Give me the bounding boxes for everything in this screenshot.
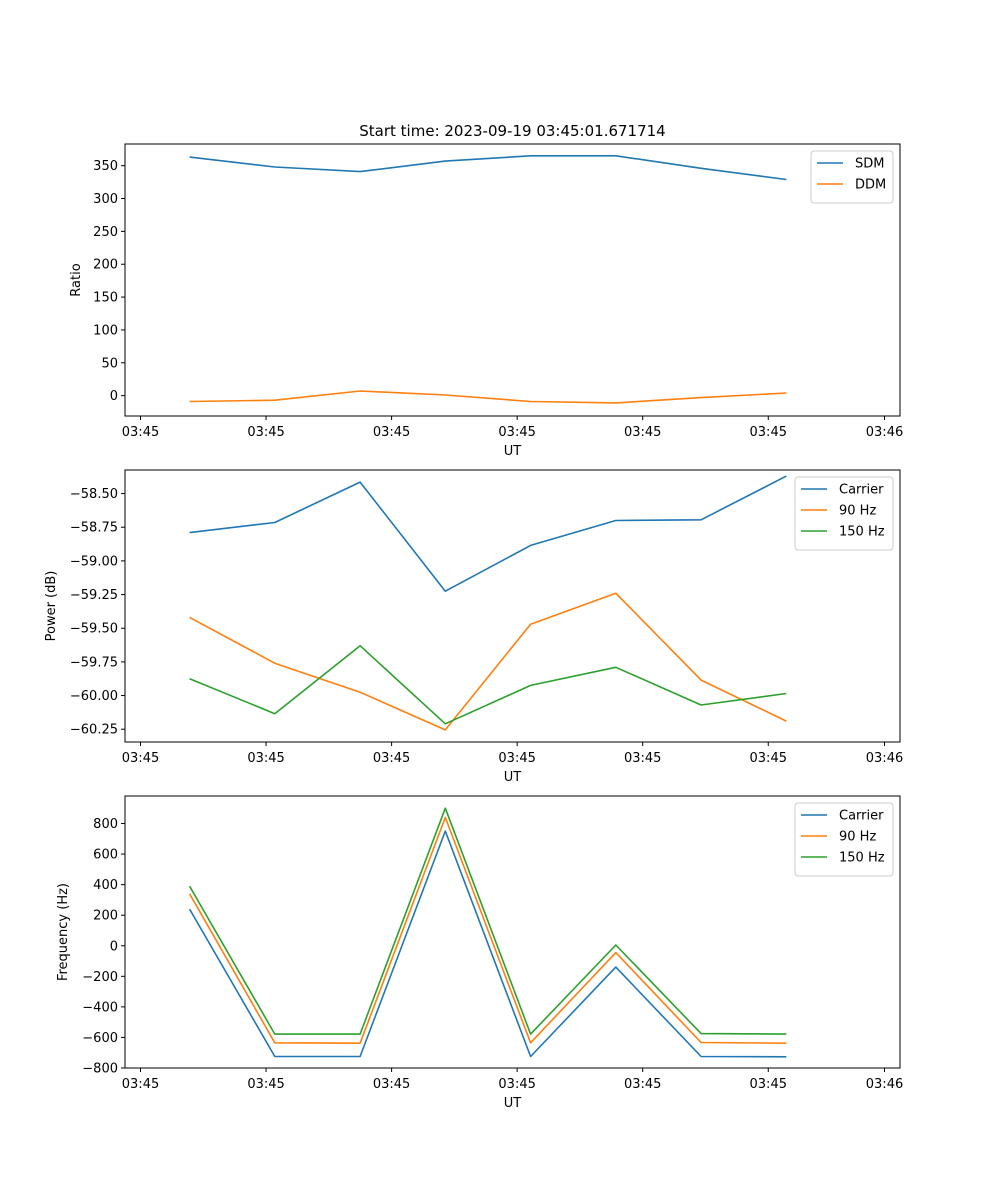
y-tick-label: 250 — [93, 225, 118, 240]
y-tick-label: 150 — [93, 291, 118, 306]
x-tick-label: 03:45 — [498, 425, 535, 440]
legend-label: Carrier — [839, 483, 884, 498]
legend-box — [810, 150, 894, 204]
legend-label: 150 Hz — [839, 851, 885, 866]
legend: SDM DDM — [810, 150, 894, 204]
legend: Carrier 90 Hz 150 Hz — [794, 476, 894, 551]
legend-label: 90 Hz — [839, 504, 876, 519]
x-tick-label: 03:45 — [498, 1077, 535, 1092]
x-tick-label: 03:45 — [247, 751, 284, 766]
legend-label: Carrier — [839, 809, 884, 824]
y-tick-label: 50 — [101, 356, 118, 371]
series-line-sdm — [189, 155, 787, 181]
y-tick-label: 300 — [93, 192, 118, 207]
plot-panel-3: 03:45 03:45 03:45 03:45 03:45 03:45 03:46 −800 −… — [56, 795, 903, 1111]
x-tick-label: 03:45 — [498, 751, 535, 766]
x-tick-label: 03:45 — [247, 425, 284, 440]
series-line-carrier — [188, 830, 787, 1058]
y-tick-label: −800 — [82, 1062, 118, 1077]
y-tick-label: −59.00 — [70, 554, 118, 569]
plot-panel-2: 03:45 03:45 03:45 03:45 03:45 03:45 03:46 −60.2… — [44, 469, 903, 785]
x-tick-label: 03:45 — [122, 751, 159, 766]
x-tick-label: 03:45 — [624, 1077, 661, 1092]
y-tick-label: −59.75 — [70, 655, 118, 670]
y-tick-label: 600 — [93, 848, 118, 863]
axes-frame — [124, 795, 901, 1069]
y-tick-label: −60.00 — [70, 689, 118, 704]
y-tick-label: −60.25 — [70, 723, 118, 738]
series-line-carrier — [189, 475, 787, 593]
x-tick-label: 03:45 — [373, 751, 410, 766]
legend-label: 90 Hz — [839, 830, 876, 845]
y-tick-label: 350 — [93, 159, 118, 174]
x-tick-label: 03:45 — [373, 425, 410, 440]
x-tick-label: 03:46 — [866, 751, 903, 766]
x-tick-label: 03:45 — [122, 425, 159, 440]
y-tick-label: −600 — [82, 1031, 118, 1046]
x-tick-label: 03:45 — [373, 1077, 410, 1092]
y-tick-label: −59.50 — [70, 622, 118, 637]
y-tick-label: 0 — [110, 939, 118, 954]
legend: Carrier 90 Hz 150 Hz — [794, 802, 894, 877]
y-tick-label: 100 — [93, 323, 118, 338]
x-tick-label: 03:45 — [750, 425, 787, 440]
series-line-150-hz — [188, 807, 787, 1035]
series-line-90-hz — [188, 816, 787, 1044]
x-axis-label: UT — [504, 444, 522, 459]
x-tick-label: 03:45 — [750, 1077, 787, 1092]
y-tick-label: −58.50 — [70, 487, 118, 502]
y-tick-label: 800 — [93, 817, 118, 832]
x-tick-label: 03:45 — [750, 751, 787, 766]
legend-label: SDM — [855, 157, 884, 172]
y-tick-label: −400 — [82, 1000, 118, 1015]
chart-title: Start time: 2023-09-19 03:45:01.671714 — [359, 122, 665, 140]
legend-label: DDM — [855, 178, 886, 193]
x-tick-label: 03:45 — [624, 751, 661, 766]
y-tick-label: 200 — [93, 258, 118, 273]
y-axis-label: Frequency (Hz) — [56, 883, 71, 981]
y-axis-label: Power (dB) — [44, 571, 59, 642]
x-tick-label: 03:46 — [866, 425, 903, 440]
x-tick-label: 03:45 — [624, 425, 661, 440]
axes-frame — [124, 469, 901, 743]
x-axis-label: UT — [504, 770, 522, 785]
axes-frame — [124, 143, 901, 417]
y-tick-label: 200 — [93, 909, 118, 924]
y-tick-label: −58.75 — [70, 521, 118, 536]
y-axis-label: Ratio — [69, 263, 84, 296]
x-tick-label: 03:45 — [247, 1077, 284, 1092]
legend-label: 150 Hz — [839, 525, 885, 540]
x-tick-label: 03:45 — [122, 1077, 159, 1092]
y-tick-label: 400 — [93, 878, 118, 893]
x-tick-label: 03:46 — [866, 1077, 903, 1092]
series-line-90-hz — [189, 592, 787, 731]
y-tick-label: −59.25 — [70, 588, 118, 603]
series-line-150-hz — [189, 644, 787, 725]
y-tick-label: 0 — [110, 389, 118, 404]
series-line-ddm — [189, 390, 787, 404]
plot-panel-1: 03:45 03:45 03:45 03:45 03:45 03:45 03:46 0 50 10… — [69, 143, 903, 459]
y-tick-label: −200 — [82, 970, 118, 985]
x-axis-label: UT — [504, 1096, 522, 1111]
